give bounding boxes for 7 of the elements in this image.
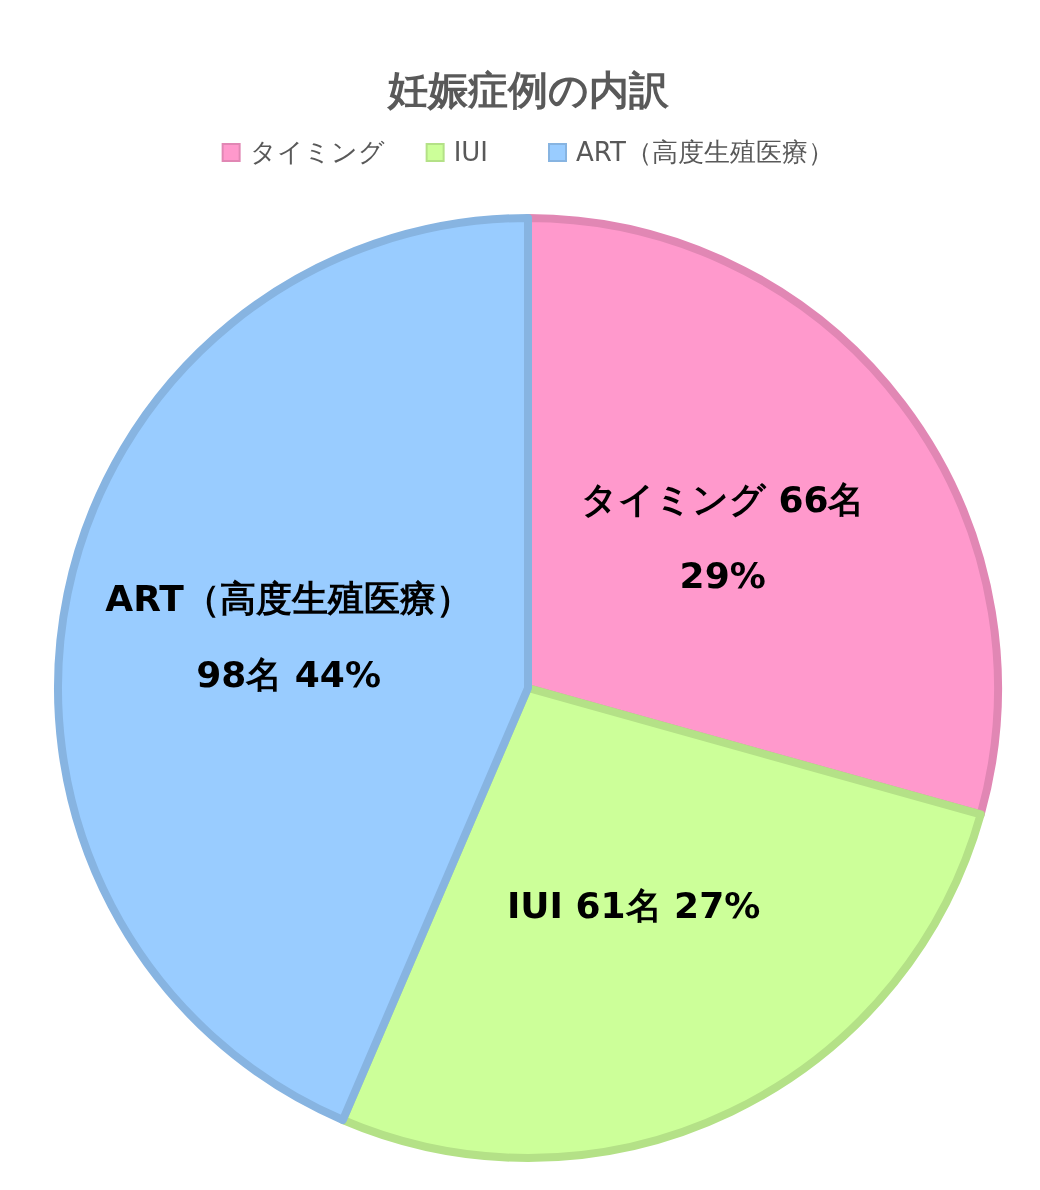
legend-label: ART（高度生殖医療） [576, 136, 834, 167]
data-label: IUI 61名 27% [506, 885, 761, 927]
data-label: ART（高度生殖医療） 98名 44% [105, 577, 472, 695]
legend-label: タイミング [249, 136, 385, 167]
data-label: タイミング 66名 29% [580, 479, 865, 597]
chart-title: 妊娠症例の内訳 [385, 67, 670, 113]
legend-label: IUI [453, 136, 489, 167]
